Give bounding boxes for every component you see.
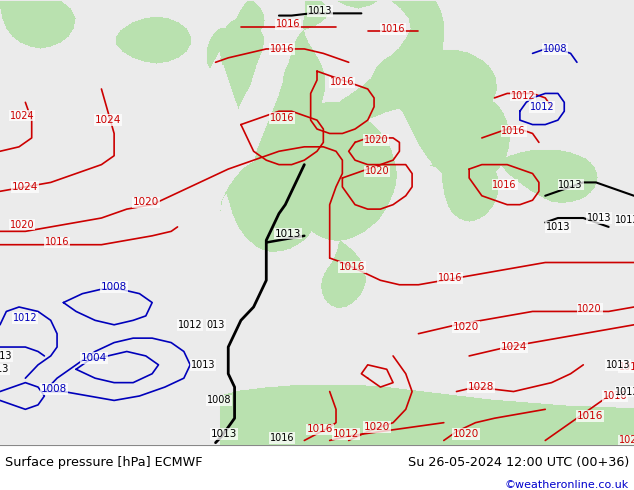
Text: 1008: 1008 (207, 395, 231, 405)
Text: 1013: 1013 (308, 6, 332, 16)
Text: 1020: 1020 (619, 436, 634, 445)
Text: 1016: 1016 (270, 113, 294, 123)
Text: 1008: 1008 (101, 282, 127, 292)
Text: 1020: 1020 (364, 422, 391, 432)
Text: 1020: 1020 (453, 322, 479, 332)
Text: 013: 013 (207, 320, 224, 330)
Text: Su 26-05-2024 12:00 UTC (00+36): Su 26-05-2024 12:00 UTC (00+36) (408, 457, 629, 469)
Text: 1020: 1020 (578, 304, 602, 314)
Text: 1016: 1016 (330, 77, 354, 87)
Text: 1008: 1008 (543, 44, 567, 54)
Text: Surface pressure [hPa] ECMWF: Surface pressure [hPa] ECMWF (5, 457, 203, 469)
Text: 1028: 1028 (467, 382, 494, 392)
Text: ©weatheronline.co.uk: ©weatheronline.co.uk (505, 480, 629, 490)
Text: 1016: 1016 (438, 273, 462, 283)
Text: 1016: 1016 (270, 433, 294, 443)
Text: 1024: 1024 (10, 111, 34, 121)
Text: 1020: 1020 (453, 429, 479, 439)
Text: 1016: 1016 (576, 411, 603, 421)
Text: 1013: 1013 (559, 180, 583, 190)
Text: 1016: 1016 (276, 20, 301, 29)
Text: 1024: 1024 (12, 182, 39, 192)
Text: 1013: 1013 (616, 387, 634, 396)
Text: 1013: 1013 (546, 222, 570, 232)
Text: 1012: 1012 (178, 320, 202, 330)
Text: 1013: 1013 (275, 228, 302, 239)
Text: 1016: 1016 (381, 24, 405, 34)
Text: 013: 013 (0, 364, 9, 374)
Text: 1012: 1012 (332, 429, 359, 439)
Text: 1013: 1013 (210, 429, 237, 439)
Text: 1020: 1020 (133, 197, 159, 207)
Text: 1020: 1020 (10, 220, 34, 230)
Text: 1016: 1016 (339, 262, 365, 272)
Text: 1016: 1016 (45, 238, 69, 247)
Text: 1016: 1016 (501, 126, 526, 136)
Text: 1020: 1020 (365, 166, 389, 176)
Text: 1013: 1013 (191, 360, 215, 370)
Text: 1016: 1016 (493, 180, 517, 190)
Text: 1016: 1016 (603, 391, 627, 401)
Text: 1012: 1012 (530, 102, 554, 112)
Text: 1008: 1008 (41, 384, 67, 394)
Text: 1012: 1012 (13, 313, 37, 323)
Text: 1016: 1016 (270, 44, 294, 54)
Text: 1016: 1016 (619, 362, 634, 372)
Text: 1013: 1013 (606, 360, 630, 370)
Text: 1004: 1004 (81, 353, 107, 363)
Text: 1024: 1024 (94, 115, 121, 125)
Text: 1020: 1020 (364, 135, 388, 145)
Text: 1016: 1016 (307, 424, 333, 434)
Text: 1012: 1012 (511, 91, 535, 100)
Text: 1013: 1013 (587, 213, 611, 223)
Text: 1024: 1024 (500, 342, 527, 352)
Text: 1013: 1013 (616, 215, 634, 225)
Text: 1013: 1013 (0, 351, 12, 361)
